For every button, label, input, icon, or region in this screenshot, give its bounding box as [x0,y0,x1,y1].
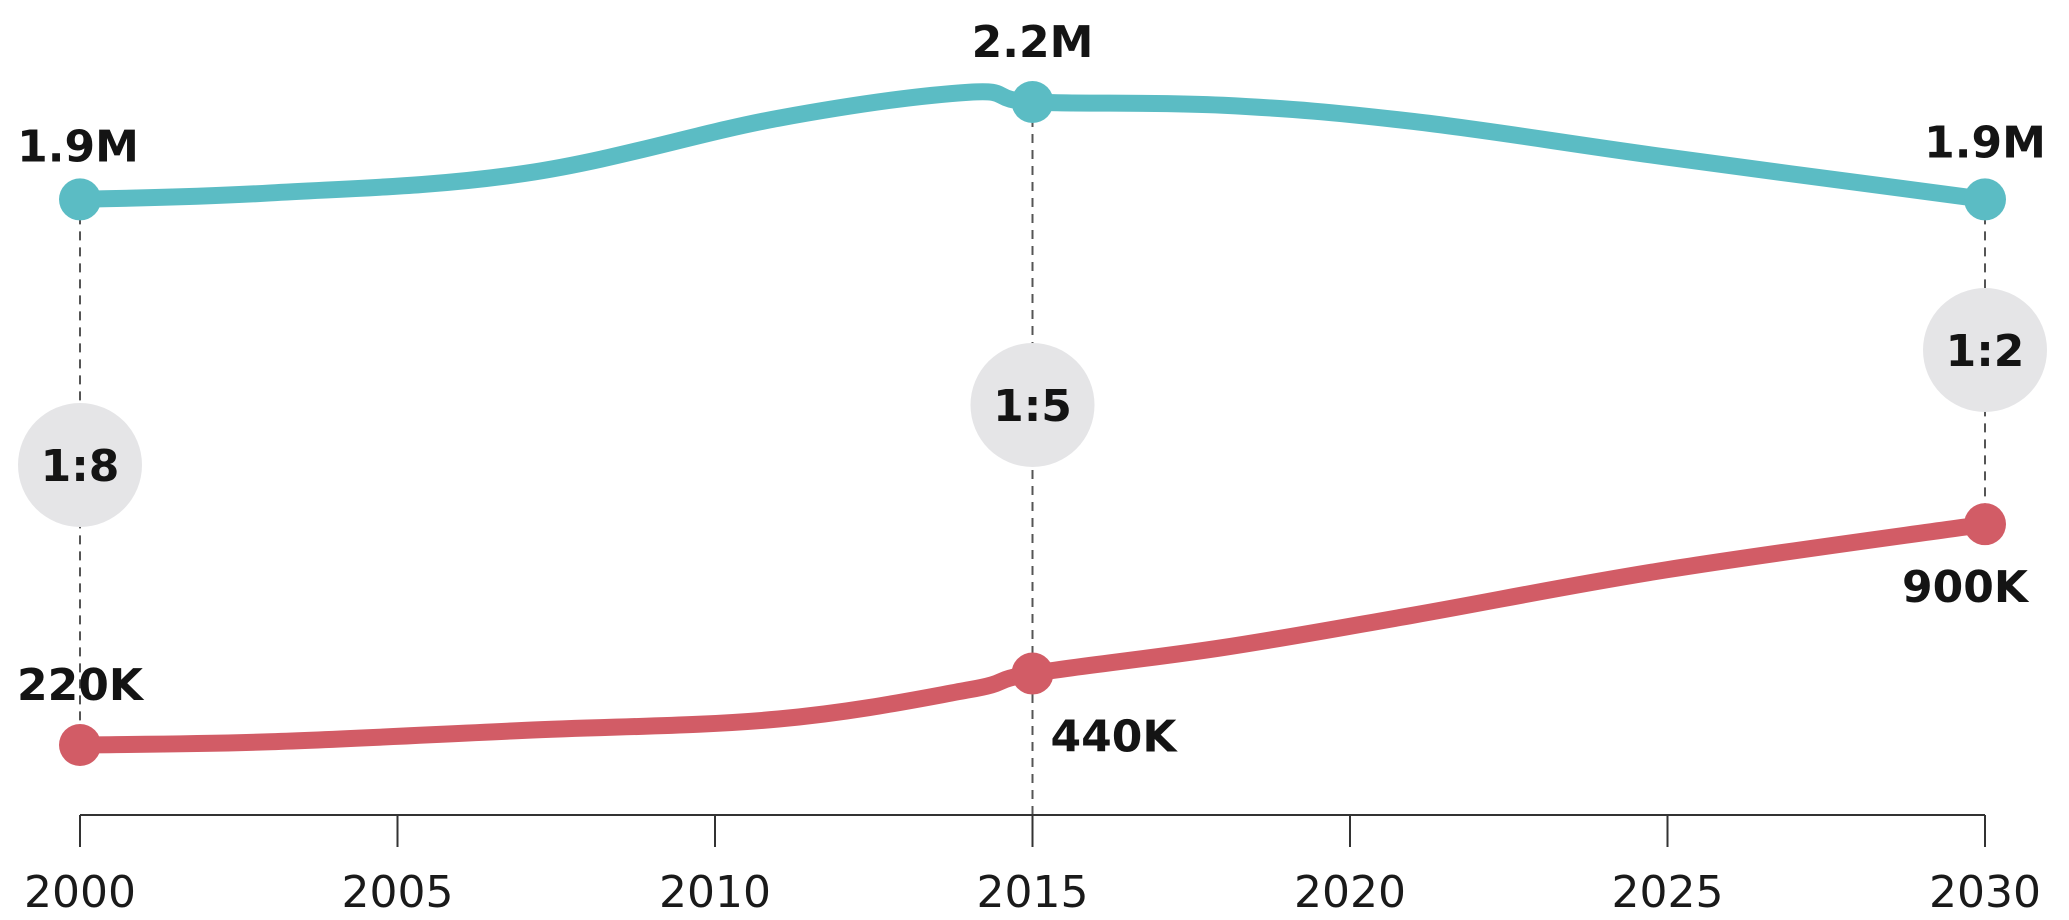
ratio-label-2030: 1:2 [1946,326,2025,377]
series-2-label-2000: 220K [17,660,145,711]
x-tick-label-2010: 2010 [659,867,771,918]
series-2-marker-2015 [1011,652,1054,695]
series-1-marker-2030 [1964,178,2006,221]
series-2-marker-2000 [59,724,101,766]
series-line-1 [71,83,1994,208]
series-1-label-2015: 2.2M [972,17,1094,68]
series-line-2 [71,515,1994,754]
x-tick-label-2005: 2005 [342,867,454,918]
series-1-label-2000: 1.9M [17,121,139,172]
ratio-circle-2015 [970,343,1095,467]
ratio-bubbles: 1:8 1:5 1:2 [18,288,2047,527]
series-1-label-2030: 1.9M [1924,117,2046,168]
x-tick-label-2015: 2015 [977,867,1089,918]
series-2-marker-2030 [1964,503,2006,546]
ratio-label-2015: 1:5 [993,381,1072,432]
ratio-circle-2000 [18,403,142,527]
x-tick-label-2030: 2030 [1929,867,2041,918]
series-1-marker-2015 [1011,81,1054,123]
x-tick-label-2020: 2020 [1294,867,1406,918]
x-axis: 2000 2005 2010 2015 2020 2025 2030 [24,814,2041,918]
series-2-label-2030: 900K [1902,562,2030,613]
series-2-label-2015: 440K [1051,712,1179,763]
series-layer [71,83,1994,754]
ratio-label-2000: 1:8 [41,441,120,492]
series-1-marker-2000 [59,178,101,221]
ratio-circle-2030 [1923,288,2047,412]
data-markers: 1.9M 2.2M 1.9M 220K 440K 900K [17,17,2046,766]
x-tick-label-2000: 2000 [24,867,136,918]
x-tick-label-2025: 2025 [1612,867,1724,918]
